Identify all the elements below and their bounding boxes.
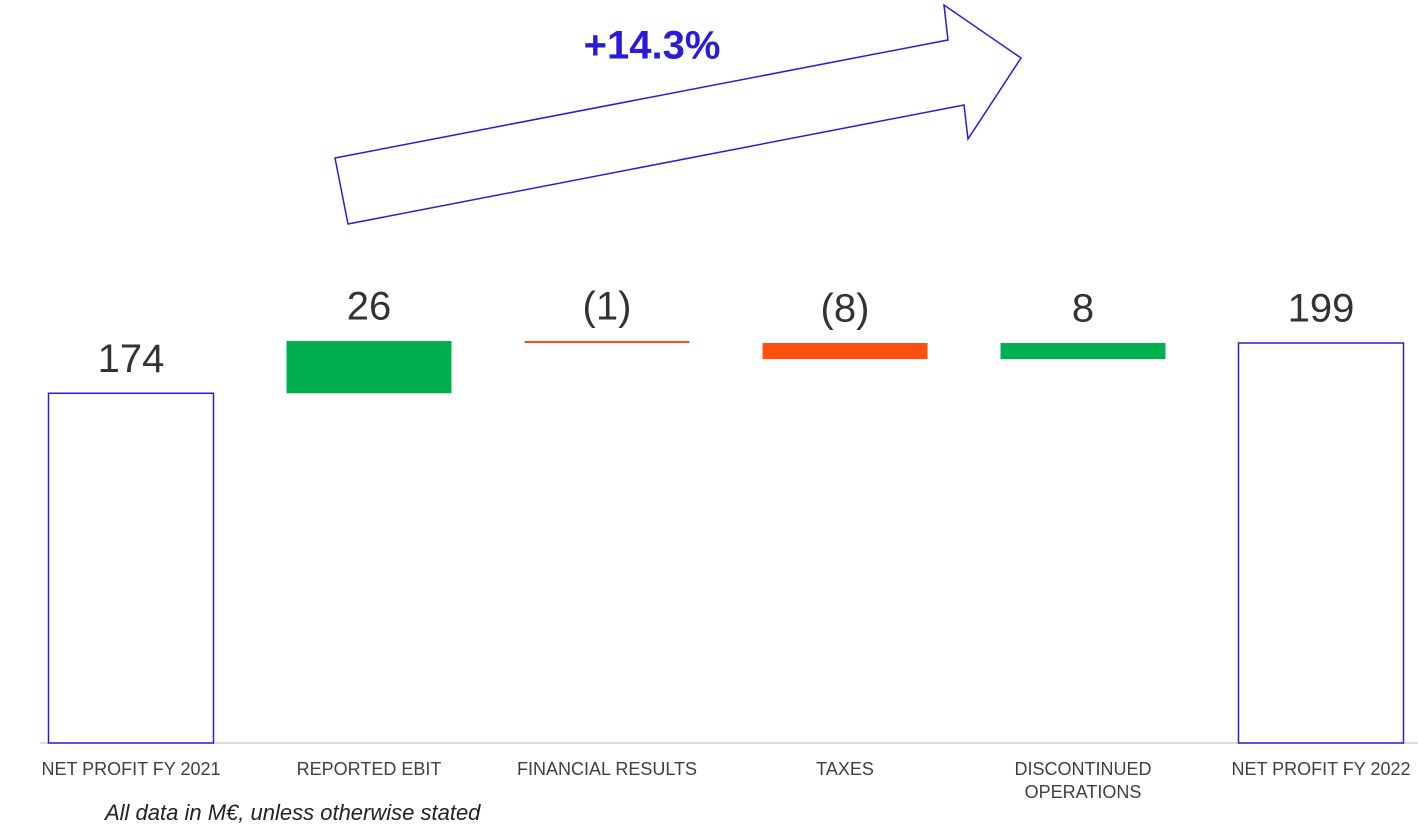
x-tick-label: FINANCIAL RESULTS (516, 759, 698, 779)
bar (1237, 342, 1405, 744)
x-tick-label: NET PROFIT FY 2021 (41, 759, 221, 779)
value-label: (8) (821, 287, 870, 331)
value-label: 26 (347, 285, 392, 329)
x-tick-label: REPORTED EBIT (296, 759, 442, 779)
value-label: 199 (1288, 287, 1355, 331)
bar (1000, 343, 1166, 360)
value-label: (1) (583, 285, 632, 329)
bar (524, 341, 690, 344)
x-tick-label: TAXES (816, 759, 874, 779)
bar (762, 343, 928, 360)
footnote: All data in M€, unless otherwise stated (105, 800, 481, 825)
bar (47, 392, 215, 744)
value-label: 8 (1072, 287, 1094, 331)
x-tick-label: NET PROFIT FY 2022 (1231, 759, 1411, 779)
value-label: 174 (98, 337, 165, 381)
x-tick-label: DISCONTINUED OPERATIONS (1014, 759, 1152, 802)
annotation: +14.3% (584, 24, 721, 68)
bar (286, 341, 452, 394)
growth-arrow (334, 3, 1023, 225)
